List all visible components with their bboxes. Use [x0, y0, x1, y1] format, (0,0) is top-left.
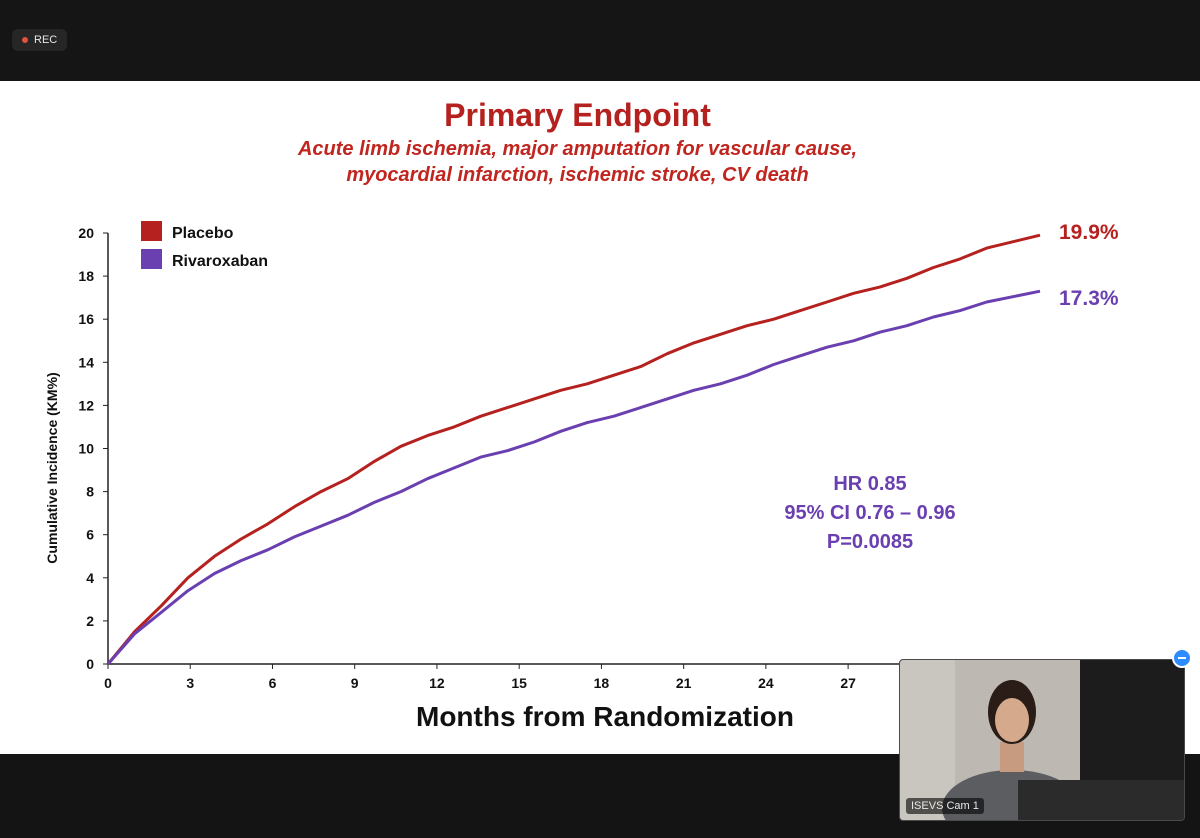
x-tick-label: 3	[186, 675, 194, 691]
minimize-camera-button[interactable]	[1172, 648, 1192, 668]
y-tick-label: 20	[78, 225, 94, 241]
camera-thumbnail[interactable]: ISEVS Cam 1	[899, 659, 1185, 821]
x-tick-label: 18	[594, 675, 610, 691]
y-tick-label: 14	[78, 354, 94, 370]
x-tick-label: 27	[840, 675, 856, 691]
y-tick-label: 16	[78, 311, 94, 327]
y-tick-label: 12	[78, 397, 94, 413]
legend-swatch-placebo	[141, 221, 162, 241]
rec-label: REC	[34, 34, 58, 46]
x-tick-label: 0	[104, 675, 112, 691]
x-tick-label: 24	[758, 675, 774, 691]
record-dot-icon	[22, 37, 28, 43]
slide-subtitle-line-2: myocardial infarction, ischemic stroke, …	[346, 164, 809, 186]
y-tick-label: 6	[86, 527, 94, 543]
end-label-placebo: 19.9%	[1059, 221, 1119, 244]
x-tick-label: 9	[351, 675, 359, 691]
legend-swatch-rivaroxaban	[141, 249, 162, 269]
p-value: P=0.0085	[827, 531, 913, 553]
series-line-placebo	[106, 233, 1041, 665]
slide-subtitle-line-1: Acute limb ischemia, major amputation fo…	[297, 138, 858, 160]
legend-label-placebo: Placebo	[172, 225, 234, 242]
hazard-ratio: HR 0.85	[833, 473, 906, 495]
meeting-top-bar: REC	[0, 0, 1200, 81]
recording-indicator[interactable]: REC	[12, 29, 68, 51]
x-tick-label: 6	[269, 675, 277, 691]
x-tick-label: 12	[429, 675, 445, 691]
camera-feed	[900, 660, 1184, 820]
y-tick-label: 0	[86, 656, 94, 672]
camera-label: ISEVS Cam 1	[906, 798, 984, 814]
x-axis-label: Months from Randomization	[416, 701, 794, 732]
y-tick-label: 4	[86, 570, 94, 586]
series-line-rivaroxaban	[106, 289, 1041, 665]
confidence-interval: 95% CI 0.76 – 0.96	[784, 502, 955, 524]
y-tick-label: 18	[78, 268, 94, 284]
x-tick-label: 21	[676, 675, 692, 691]
y-tick-label: 10	[78, 441, 94, 457]
legend-label-rivaroxaban: Rivaroxaban	[172, 253, 268, 270]
y-axis-label: Cumulative Incidence (KM%)	[44, 372, 60, 563]
slide-title: Primary Endpoint	[444, 97, 711, 133]
x-tick-label: 15	[511, 675, 527, 691]
y-tick-label: 8	[86, 484, 94, 500]
shared-slide: Primary Endpoint Acute limb ischemia, ma…	[0, 81, 1200, 754]
end-label-rivaroxaban: 17.3%	[1059, 287, 1119, 310]
y-tick-label: 2	[86, 613, 94, 629]
